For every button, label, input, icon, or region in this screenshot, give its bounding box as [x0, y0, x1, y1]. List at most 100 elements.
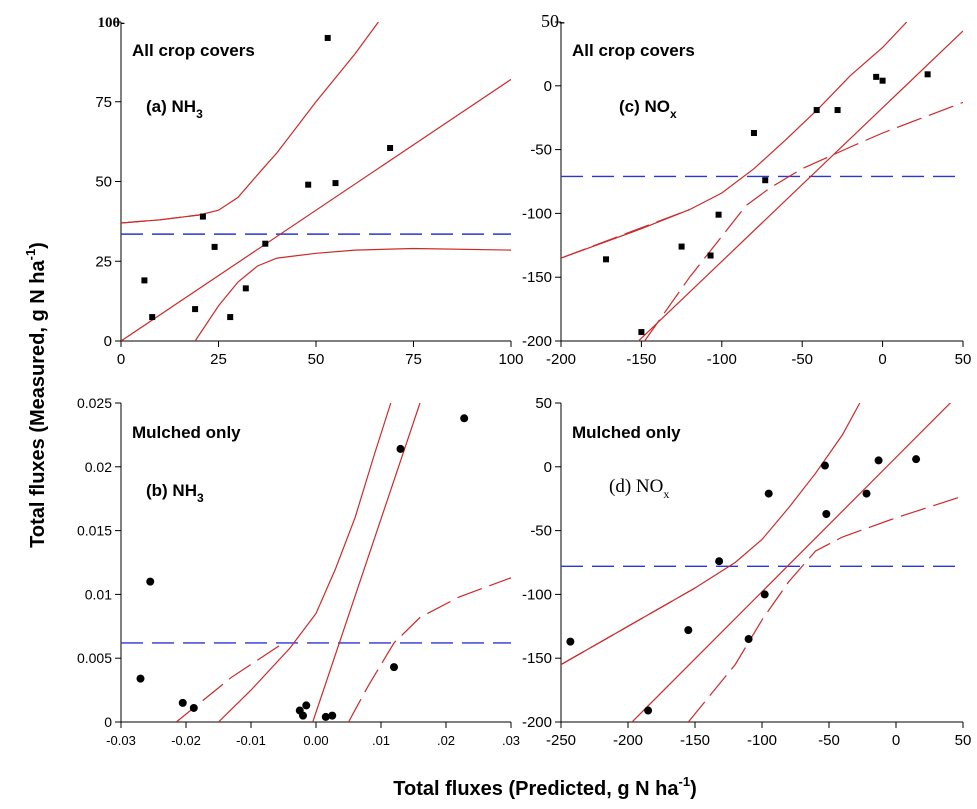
y-tick-label: -150 [522, 650, 552, 667]
data-point [262, 240, 269, 247]
x-tick-label: 75 [405, 351, 422, 368]
y-tick-label: 25 [95, 253, 112, 270]
confidence-band-upper [218, 403, 392, 722]
y-tick-label: 0.01 [85, 586, 112, 602]
y-axis-title: Total fluxes (Measured, g N ha-1) [23, 242, 49, 548]
y-tick-label: -50 [530, 523, 552, 540]
data-point [390, 663, 398, 672]
regression-line [312, 403, 421, 722]
x-tick-label: .03 [502, 733, 520, 748]
data-point [684, 626, 693, 635]
y-tick-label: -100 [522, 586, 552, 603]
data-point [387, 145, 394, 152]
x-tick-label: .02 [437, 733, 455, 748]
x-tick-label: -250 [546, 732, 576, 749]
data-point [744, 635, 753, 644]
y-tick-label: 0.02 [85, 459, 112, 475]
data-point [227, 314, 234, 321]
data-point [460, 414, 469, 423]
data-point [299, 711, 307, 720]
x-tick-label: 50 [308, 351, 325, 368]
y-tick-label: 0 [104, 333, 112, 350]
y-tick-label: -100 [522, 205, 552, 222]
plot-area [121, 22, 511, 341]
plot-area [561, 22, 963, 341]
data-point [834, 107, 841, 114]
x-tick-label: -100 [747, 732, 777, 749]
data-point [715, 557, 724, 566]
prediction-band-upper [121, 214, 200, 224]
plot-area [561, 403, 963, 722]
y-tick-label: 50 [95, 174, 112, 191]
panel-b-nh3-mulched-only: -0.03 -0.02 -0.01 0.00 .01 .02 .03 0 0.005 0.01 0.… [77, 395, 520, 748]
plot-area [121, 403, 511, 722]
data-point [211, 243, 218, 250]
data-point [678, 243, 685, 250]
y-tick-label: 75 [95, 94, 112, 111]
x-tick-label: .01 [372, 733, 390, 748]
data-point [302, 701, 311, 710]
panel-series-label: (c) NOx [619, 97, 677, 121]
data-point [707, 252, 714, 259]
data-point [146, 577, 155, 586]
prediction-band-upper [561, 209, 690, 259]
data-point [603, 256, 610, 263]
x-tick-label: -200 [613, 732, 643, 749]
data-point [638, 329, 645, 336]
y-tick-label: -50 [530, 142, 552, 159]
data-point [189, 703, 198, 712]
prediction-band-lower [194, 247, 511, 341]
x-tick-label: 0.00 [303, 733, 328, 748]
x-tick-label: -50 [791, 351, 813, 368]
data-point [764, 489, 773, 498]
data-point [178, 698, 187, 707]
data-point [136, 674, 145, 683]
data-point [874, 456, 883, 465]
prediction-band-lower [687, 495, 963, 722]
data-point [912, 455, 921, 464]
y-tick-label: 0 [544, 459, 552, 476]
panel-title: Mulched only [132, 423, 241, 442]
x-tick-label: 50 [955, 351, 972, 368]
panel-title: Mulched only [572, 423, 681, 442]
data-point [332, 180, 339, 187]
data-point [813, 107, 820, 114]
x-tick-label: -100 [707, 351, 737, 368]
data-point [566, 637, 575, 646]
data-point [750, 130, 757, 137]
panel-title: All crop covers [132, 41, 255, 60]
data-point [862, 489, 871, 498]
y-tick-label: 50 [535, 395, 552, 412]
y-tick-label: 50- [541, 11, 565, 31]
data-point [762, 177, 769, 184]
y-tick-label: 100- [98, 15, 126, 31]
data-point [760, 590, 769, 599]
data-point [328, 711, 337, 720]
data-point [305, 181, 312, 188]
y-tick-label: -200 [522, 333, 552, 350]
y-tick-label: -200 [522, 714, 552, 731]
data-point [242, 285, 249, 292]
data-point [820, 461, 829, 470]
x-tick-label: -0.02 [171, 733, 201, 748]
regression-line [631, 403, 952, 722]
data-point [924, 71, 931, 78]
panel-a-nh3-all-crop-covers: 0 25 50 75 100 0 25 50 75 100- All crop covers (a) … [95, 15, 523, 368]
data-point [879, 77, 886, 84]
prediction-band-lower [644, 101, 963, 341]
data-point [199, 213, 206, 220]
y-tick-label: 0.025 [77, 395, 112, 411]
data-point [149, 314, 156, 321]
data-point [644, 706, 653, 715]
data-point [192, 306, 199, 313]
x-tick-label: -0.01 [236, 733, 266, 748]
x-axis-title: Total fluxes (Predicted, g N ha-1) [393, 774, 696, 800]
data-point [873, 73, 880, 80]
panel-c-nox-all-crop-covers: -200 -150 -100 -50 0 50 -200 -150 -100 -50 0 50- All… [522, 11, 972, 368]
data-point [822, 510, 831, 519]
y-tick-label: 0.005 [77, 650, 112, 666]
data-point [396, 444, 405, 453]
x-tick-label: 0 [878, 351, 886, 368]
y-tick-label: 0.015 [77, 523, 112, 539]
